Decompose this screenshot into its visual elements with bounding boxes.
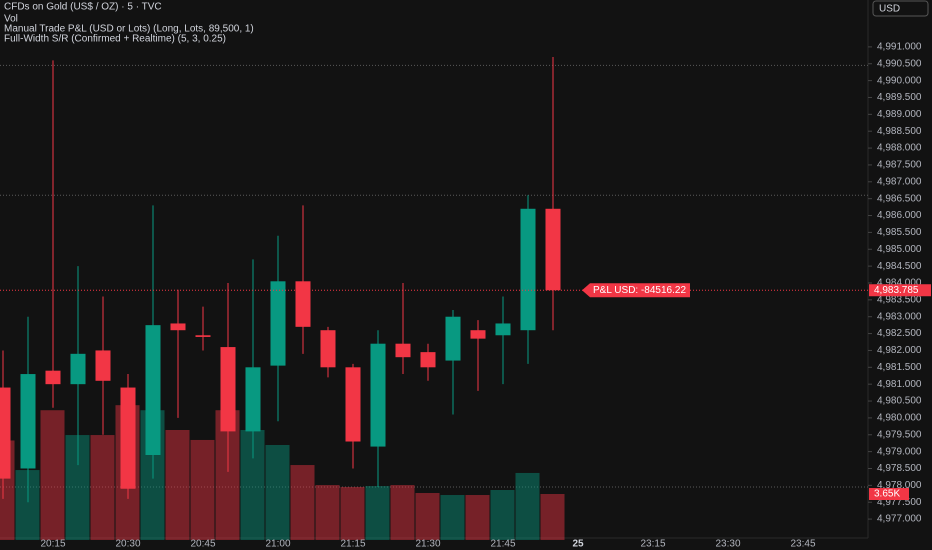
candle-body xyxy=(170,323,186,331)
candle-body xyxy=(70,353,86,385)
currency-button[interactable] xyxy=(872,0,929,17)
last-volume-label: 3.65K xyxy=(874,489,900,500)
candle-body xyxy=(195,335,211,337)
y-tick-label: 4,988.000 xyxy=(877,143,922,154)
y-tick-label: 4,982.500 xyxy=(877,328,922,339)
x-tick-label: 20:15 xyxy=(40,539,65,550)
candle-body xyxy=(545,208,561,291)
volume-bar xyxy=(390,485,415,540)
y-tick-label: 4,985.000 xyxy=(877,244,922,255)
y-tick-label: 4,985.500 xyxy=(877,227,922,238)
indicator-label: Full-Width S/R (Confirmed + Realtime) (5… xyxy=(4,34,226,45)
volume-bar xyxy=(90,435,115,540)
volume-bar xyxy=(365,486,390,540)
volume-bar xyxy=(540,494,565,540)
x-tick-label: 21:15 xyxy=(340,539,365,550)
y-tick-label: 4,984.000 xyxy=(877,278,922,289)
y-tick-label: 4,989.000 xyxy=(877,109,922,120)
volume-bar xyxy=(290,465,315,540)
candle-body xyxy=(345,367,361,442)
candle-body xyxy=(520,208,536,331)
volume-bar xyxy=(265,445,290,540)
y-tick-label: 4,982.000 xyxy=(877,345,922,356)
y-tick-label: 4,978.500 xyxy=(877,463,922,474)
candle-body xyxy=(495,323,511,336)
x-tick-label: 20:45 xyxy=(190,539,215,550)
candle-body xyxy=(270,281,286,366)
y-tick-label: 4,981.500 xyxy=(877,362,922,373)
chart-title: CFDs on Gold (US$ / OZ) · 5 · TVC xyxy=(4,2,162,13)
candle-body xyxy=(45,370,61,385)
candle-body xyxy=(245,367,261,432)
y-tick-label: 4,990.000 xyxy=(877,75,922,86)
pnl-label: P&L USD: -84516.22 xyxy=(593,285,686,296)
candle-body xyxy=(0,387,11,479)
candle-body xyxy=(95,350,111,381)
y-tick-label: 4,986.500 xyxy=(877,193,922,204)
y-tick-label: 4,981.000 xyxy=(877,379,922,390)
candle-body xyxy=(145,325,161,456)
candle-body xyxy=(220,347,236,432)
plot-area xyxy=(0,57,868,540)
y-tick-label: 4,987.500 xyxy=(877,160,922,171)
y-tick-label: 4,979.500 xyxy=(877,429,922,440)
y-tick-label: 4,988.500 xyxy=(877,126,922,137)
volume-bar xyxy=(490,489,515,540)
volume-bar xyxy=(515,472,540,540)
candle-body xyxy=(120,387,136,489)
last-price-label: 4,983.785 xyxy=(874,285,919,296)
y-tick-label: 4,984.500 xyxy=(877,261,922,272)
x-tick-label: 23:15 xyxy=(640,539,665,550)
y-tick-label: 4,986.000 xyxy=(877,210,922,221)
y-tick-label: 4,977.000 xyxy=(877,514,922,525)
x-tick-label: 21:45 xyxy=(490,539,515,550)
y-tick-label: 4,989.500 xyxy=(877,92,922,103)
y-tick-label: 4,980.000 xyxy=(877,413,922,424)
candle-body xyxy=(470,330,486,339)
volume-bar xyxy=(440,495,465,540)
indicator-label: Manual Trade P&L (USD or Lots) (Long, Lo… xyxy=(4,24,254,35)
volume-bar xyxy=(465,495,490,540)
volume-bar xyxy=(190,439,215,540)
x-tick-label: 20:30 xyxy=(115,539,140,550)
y-tick-label: 4,991.000 xyxy=(877,42,922,53)
x-tick-label: 25 xyxy=(572,539,584,550)
indicator-label: Vol xyxy=(4,14,18,25)
pnl-badge xyxy=(582,283,690,298)
y-tick-label: 4,983.000 xyxy=(877,311,922,322)
candle-body xyxy=(20,374,36,469)
volume-bar xyxy=(415,493,440,540)
currency-label[interactable]: USD xyxy=(879,4,900,15)
y-tick-label: 4,983.500 xyxy=(877,294,922,305)
volume-bar xyxy=(40,410,65,540)
volume-bar xyxy=(315,485,340,540)
x-tick-label: 23:30 xyxy=(715,539,740,550)
candle-body xyxy=(395,343,411,358)
y-tick-label: 4,978.000 xyxy=(877,480,922,491)
candle-body xyxy=(320,330,336,368)
x-tick-label: 21:00 xyxy=(265,539,290,550)
candle-body xyxy=(445,316,461,361)
x-tick-label: 21:30 xyxy=(415,539,440,550)
candle-body xyxy=(420,352,436,368)
y-tick-label: 4,977.500 xyxy=(877,497,922,508)
y-tick-label: 4,990.500 xyxy=(877,58,922,69)
last-price-badge xyxy=(869,284,931,297)
y-tick-label: 4,980.500 xyxy=(877,396,922,407)
x-tick-label: 23:45 xyxy=(790,539,815,550)
candle-body xyxy=(370,343,386,447)
volume-bar xyxy=(340,486,365,540)
y-tick-label: 4,979.000 xyxy=(877,446,922,457)
volume-bar xyxy=(165,430,190,540)
candle-body xyxy=(295,281,311,327)
y-tick-label: 4,987.000 xyxy=(877,176,922,187)
last-volume-badge xyxy=(869,488,909,501)
